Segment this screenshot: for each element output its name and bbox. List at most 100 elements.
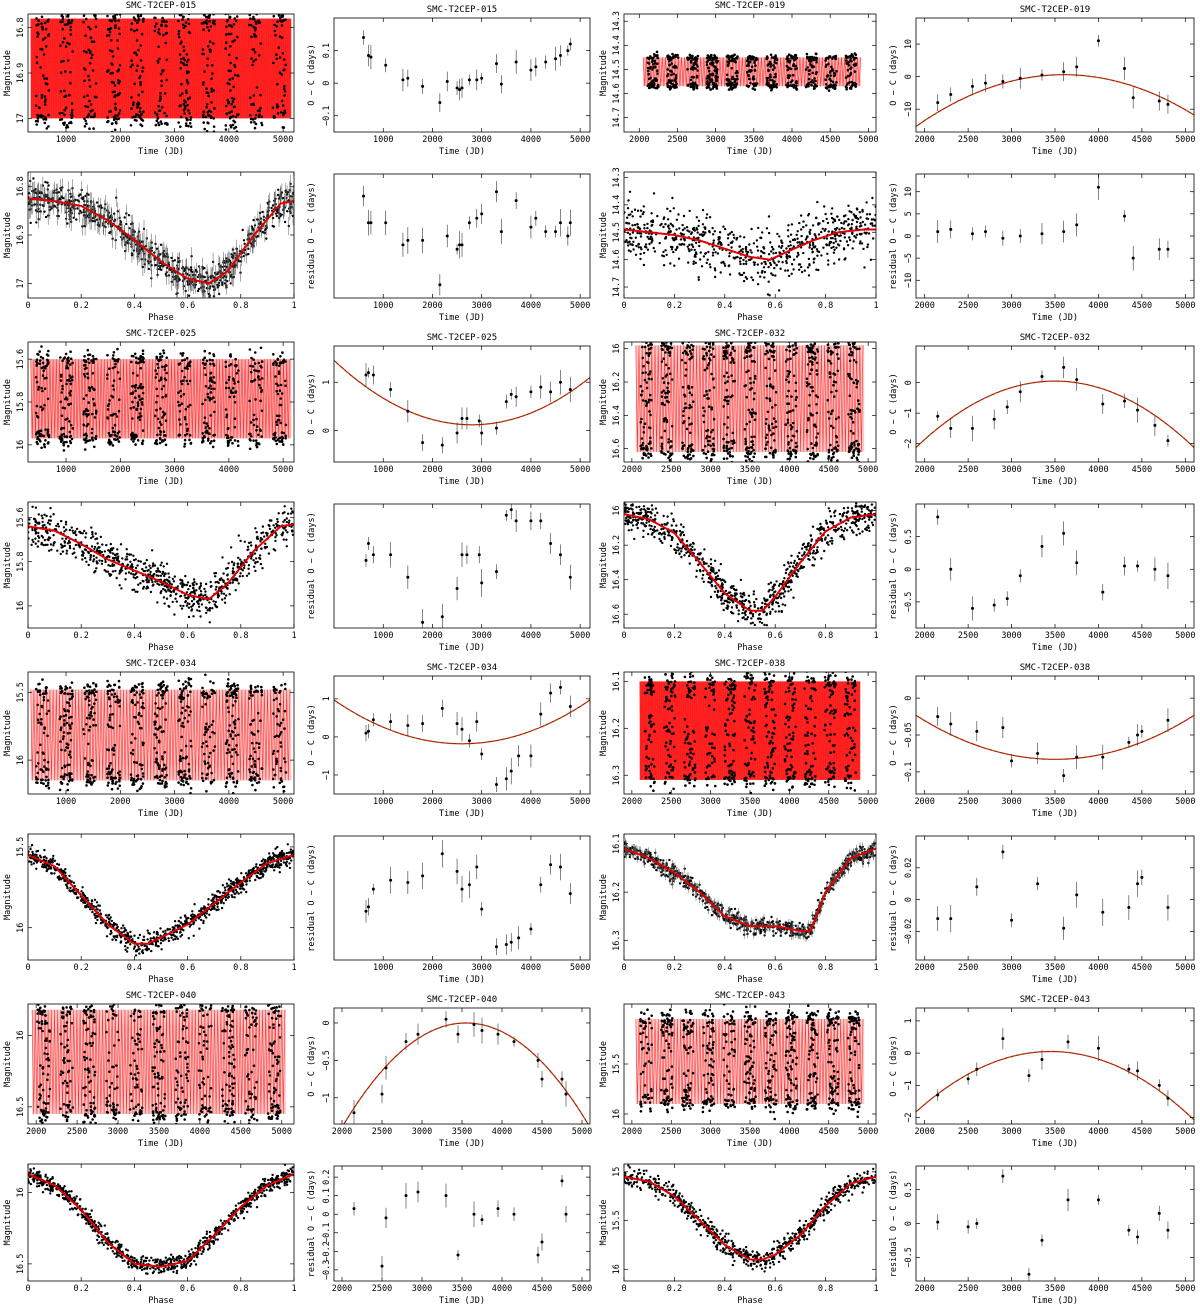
smc034-res-frame bbox=[333, 835, 591, 961]
smc038-ph-ytick-label: 16.2 bbox=[612, 882, 622, 902]
smc032-res-panel: 2000 2500 3000 3500 4000 4500 5000 −0.5 0 0.5 Time… bbox=[882, 492, 1200, 658]
smc015-ph-xtick-label: 0.8 bbox=[233, 301, 248, 311]
smc015-res-point bbox=[438, 283, 442, 287]
smc015-ph-plot-area bbox=[28, 172, 294, 298]
smc019-res-point bbox=[1018, 234, 1022, 238]
smc019-lc-xtick-label: 4000 bbox=[782, 135, 802, 145]
smc019-res-point bbox=[1166, 247, 1170, 251]
smc034-oc-point bbox=[568, 704, 572, 708]
smc019-lc-xtick-label: 3500 bbox=[744, 135, 764, 145]
smc034-ph-xlabel: Phase bbox=[148, 975, 174, 985]
smc019-ph-observations bbox=[624, 190, 876, 297]
smc038-ph-ytick-label: 16.1 bbox=[612, 833, 622, 853]
smc025-ph-xtick-label: 0.6 bbox=[180, 631, 195, 641]
smc040-lc-xtick-label: 5000 bbox=[271, 1127, 291, 1137]
smc034-lc-xtick-label: 2000 bbox=[110, 797, 130, 807]
smc043-oc-point bbox=[1127, 1067, 1131, 1071]
smc019-lc-ytick-label: 14.7 bbox=[612, 107, 622, 127]
smc019-res-point bbox=[1096, 185, 1100, 189]
smc038-res-point bbox=[1010, 918, 1014, 922]
smc034-lc-xtick-label: 1000 bbox=[56, 797, 76, 807]
smc032-oc-point bbox=[1123, 399, 1126, 403]
smc038-res-point bbox=[1101, 910, 1105, 914]
smc025-oc-point bbox=[504, 400, 508, 404]
smc040-oc-point bbox=[540, 1077, 544, 1081]
smc032-oc-point bbox=[1075, 378, 1079, 382]
smc032-res-point bbox=[1018, 574, 1022, 578]
smc043-oc-title: SMC-T2CEP-043 bbox=[1020, 995, 1090, 1005]
smc019-oc-chart: 2000 2500 3000 3500 4000 4500 5000 −10 0 10 Time (… bbox=[889, 5, 1196, 157]
smc040-res-point bbox=[480, 1218, 484, 1222]
smc015-lc-xtick-label: 2000 bbox=[110, 135, 130, 145]
smc043-ph-xtick-label: 0.8 bbox=[818, 1284, 833, 1294]
smc015-oc-point bbox=[445, 80, 449, 84]
smc040-res-ytick-label: 0 bbox=[322, 1212, 332, 1217]
smc040-res-point bbox=[384, 1216, 388, 1220]
smc015-ph-observations bbox=[28, 177, 294, 298]
smc019-ph-xtick-label: 0.4 bbox=[717, 301, 732, 311]
smc034-oc-point bbox=[494, 782, 498, 786]
smc015-lc-observations bbox=[34, 14, 288, 132]
smc040-res-point bbox=[472, 1212, 476, 1216]
smc043-oc-ytick-label: −2 bbox=[904, 1112, 914, 1122]
smc043-res-point bbox=[1166, 1228, 1170, 1232]
smc025-oc-point bbox=[460, 417, 464, 420]
smc040-res-xtick-label: 2000 bbox=[332, 1284, 352, 1294]
smc040-ph-ytick-label: 16 bbox=[16, 1187, 26, 1197]
smc019-res-point bbox=[936, 230, 940, 234]
smc040-res-ytick-label: 0.2 bbox=[322, 1169, 332, 1184]
smc038-lc-panel: 2000 2500 3000 3500 4000 4500 5000 16.1 16.2 16.3… bbox=[596, 658, 882, 824]
smc015-ph-xtick-label: 1 bbox=[291, 301, 296, 311]
smc043-res-ytick-label: −0.5 bbox=[904, 1247, 914, 1267]
smc043-res-point bbox=[966, 1225, 970, 1229]
smc043-ph-xtick-label: 0.6 bbox=[768, 1284, 783, 1294]
smc019-oc-ytick-label: −10 bbox=[904, 102, 914, 117]
smc034-oc-point bbox=[366, 729, 370, 733]
smc034-lc-ytick-label: 15.5 bbox=[16, 682, 26, 702]
smc032-oc-xtick-label: 2000 bbox=[914, 465, 934, 475]
smc038-oc-xtick-label: 4500 bbox=[1132, 797, 1152, 807]
smc038-res-point bbox=[1062, 926, 1066, 930]
smc043-oc-point bbox=[1096, 1046, 1100, 1050]
smc015-ph-xtick-label: 0.4 bbox=[127, 301, 142, 311]
smc032-res-plot-area bbox=[936, 509, 1170, 621]
smc019-res-point bbox=[970, 232, 974, 236]
smc034-oc-point bbox=[406, 723, 410, 727]
smc032-ph-panel: 0 0.2 0.4 0.6 0.8 1 16 16.2 16.4 16.6 Phase Magnitu… bbox=[596, 492, 882, 658]
smc043-res-point bbox=[1096, 1198, 1100, 1202]
smc015-oc-xtick-label: 4000 bbox=[521, 135, 541, 145]
smc025-res-point bbox=[465, 553, 469, 557]
smc038-lc-ytick-label: 16.2 bbox=[612, 718, 622, 738]
smc034-lc-plot-area bbox=[30, 673, 292, 794]
smc015-oc-point bbox=[529, 68, 533, 72]
smc019-res-ytick-label: 5 bbox=[904, 211, 914, 216]
smc038-oc-xtick-label: 3000 bbox=[1001, 797, 1021, 807]
smc043-oc-point bbox=[1001, 1037, 1005, 1041]
smc015-res-xtick-label: 4000 bbox=[521, 301, 541, 311]
smc034-oc-title: SMC-T2CEP-034 bbox=[427, 663, 497, 673]
smc034-oc-ylabel: O − C (days) bbox=[307, 704, 317, 765]
smc019-ph-xtick-label: 0.8 bbox=[818, 301, 833, 311]
smc015-oc-point bbox=[366, 53, 370, 57]
smc019-ph-ylabel: Magnitude bbox=[599, 212, 609, 258]
smc043-oc-point bbox=[1157, 1083, 1161, 1087]
smc040-ph-ytick-label: 16.5 bbox=[16, 1254, 26, 1274]
smc032-res-xtick-label: 5000 bbox=[1175, 631, 1195, 641]
smc025-lc-title: SMC-T2CEP-025 bbox=[126, 329, 196, 339]
smc043-res-ylabel: residual O − C (days) bbox=[889, 1170, 899, 1277]
smc032-res-ytick-label: 0 bbox=[904, 567, 914, 572]
smc025-oc-point bbox=[366, 371, 370, 375]
smc019-lc-xtick-label: 3000 bbox=[705, 135, 725, 145]
smc038-oc-ytick-label: 0 bbox=[904, 696, 914, 701]
smc025-res-xtick-label: 1000 bbox=[373, 631, 393, 641]
smc034-lc-xtick-label: 3000 bbox=[164, 797, 184, 807]
smc015-res-xtick-label: 1000 bbox=[373, 301, 393, 311]
smc019-ph-ytick-label: 14.4 bbox=[612, 195, 622, 215]
smc040-lc-observations bbox=[36, 1004, 282, 1124]
smc043-res-plot-area bbox=[936, 1169, 1170, 1281]
smc025-lc-panel: 1000 2000 3000 4000 5000 15.6 15.8 16 Time (JD) M… bbox=[0, 328, 300, 492]
smc015-lc-xtick-label: 3000 bbox=[164, 135, 184, 145]
smc025-res-point bbox=[371, 553, 375, 557]
smc032-res-xtick-label: 3000 bbox=[1001, 631, 1021, 641]
smc025-ph-chart: 0 0.2 0.4 0.6 0.8 1 15.6 15.8 16 Phase Magnitude bbox=[3, 501, 297, 653]
